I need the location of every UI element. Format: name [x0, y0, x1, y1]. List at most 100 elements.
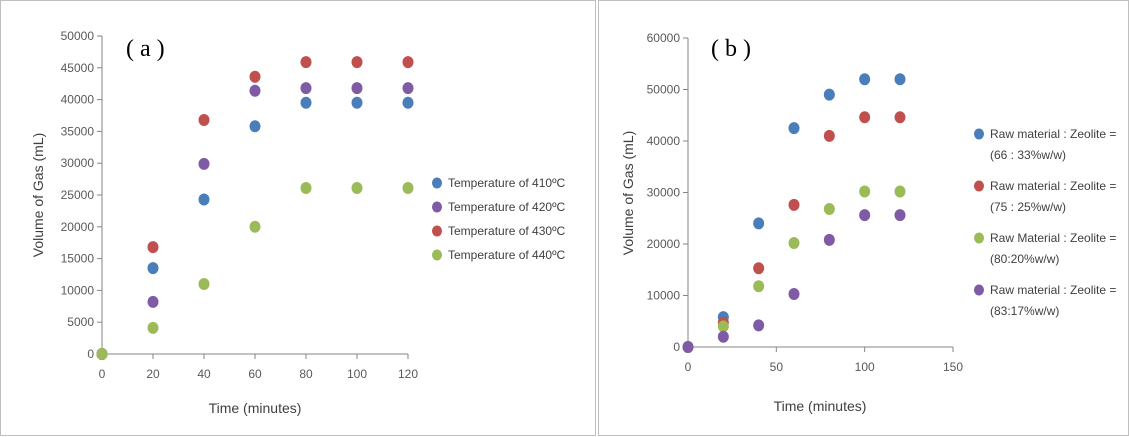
chart-a: 0 5000 10000 15000 20000 25000 30000 35000 40000…	[30, 29, 565, 416]
legend-label: Temperature of 430ºC	[448, 224, 565, 238]
data-point	[402, 56, 414, 69]
legend-label: (83:17%w/w)	[990, 304, 1059, 318]
data-point	[249, 70, 261, 83]
legend-label: (80:20%w/w)	[990, 252, 1059, 266]
y-tick-label: 50000	[61, 29, 95, 43]
data-point	[859, 185, 871, 198]
y-tick-label: 15000	[61, 252, 95, 266]
y-tick-label: 10000	[647, 289, 681, 303]
legend-label: Raw material : Zeolite =	[990, 283, 1116, 297]
panel-label: ( b )	[711, 36, 751, 62]
panel-label: ( a )	[126, 36, 165, 62]
data-point	[788, 287, 800, 300]
data-point	[300, 56, 312, 69]
chart-b: 0 10000 20000 30000 40000 50000 60000 0 50 100 150…	[620, 31, 1116, 414]
data-point	[147, 241, 159, 254]
legend-marker	[432, 177, 442, 189]
legend-marker	[432, 249, 442, 261]
data-point	[894, 209, 906, 222]
data-point	[198, 278, 210, 291]
y-tick-label: 60000	[647, 31, 681, 45]
x-tick-label: 150	[943, 360, 963, 374]
legend-label: Temperature of 410ºC	[448, 176, 565, 190]
y-axis-title: Volume of Gas (mL)	[30, 133, 46, 258]
data-point	[96, 348, 108, 360]
y-tick-label: 0	[87, 347, 94, 361]
y-tick-label: 40000	[61, 93, 95, 107]
data-point	[823, 233, 835, 246]
y-tick-label: 30000	[61, 156, 95, 170]
data-point	[147, 262, 159, 275]
data-point	[894, 185, 906, 198]
data-point	[717, 330, 729, 343]
data-point	[402, 182, 414, 195]
data-point	[823, 202, 835, 215]
data-point	[682, 341, 694, 353]
data-point	[198, 113, 210, 126]
legend-label: (75 : 25%w/w)	[990, 200, 1066, 214]
data-point	[147, 295, 159, 308]
x-tick-label: 100	[347, 367, 367, 381]
x-tick-label: 40	[197, 367, 211, 381]
x-tick-label: 80	[299, 367, 313, 381]
data-point	[351, 182, 363, 195]
x-axis-title: Time (minutes)	[209, 400, 302, 416]
data-point	[351, 56, 363, 69]
y-tick-label: 25000	[61, 188, 95, 202]
data-point	[753, 280, 765, 293]
data-point	[300, 182, 312, 195]
y-tick-label: 0	[673, 340, 680, 354]
data-point	[300, 96, 312, 109]
x-axis-title: Time (minutes)	[774, 398, 867, 414]
x-tick-label: 100	[855, 360, 875, 374]
data-point	[351, 96, 363, 109]
x-tick-label: 0	[685, 360, 692, 374]
legend-label: Temperature of 420ºC	[448, 200, 565, 214]
data-point	[249, 120, 261, 133]
legend-label: Raw Material : Zeolite =	[990, 231, 1116, 245]
data-point	[788, 236, 800, 249]
data-point	[894, 73, 906, 86]
data-point	[753, 319, 765, 332]
data-point	[198, 157, 210, 170]
x-tick-label: 120	[398, 367, 418, 381]
x-tick-label: 0	[99, 367, 106, 381]
data-point	[753, 217, 765, 230]
legend-marker	[432, 225, 442, 237]
y-tick-label: 10000	[61, 283, 95, 297]
legend-marker	[974, 232, 984, 244]
data-point	[823, 129, 835, 142]
x-tick-label: 60	[248, 367, 262, 381]
data-point	[147, 321, 159, 334]
data-point	[788, 122, 800, 135]
data-point	[198, 193, 210, 206]
chart-panel-a: 0 5000 10000 15000 20000 25000 30000 35000 40000…	[0, 0, 596, 436]
data-point	[753, 262, 765, 275]
data-point	[402, 82, 414, 95]
x-tick-label: 50	[770, 360, 784, 374]
legend-marker	[974, 284, 984, 296]
data-point	[859, 209, 871, 222]
x-tick-label: 20	[146, 367, 160, 381]
legend-label: Raw material : Zeolite =	[990, 179, 1116, 193]
legend-label: (66 : 33%w/w)	[990, 148, 1066, 162]
y-tick-label: 50000	[647, 83, 681, 97]
data-point	[859, 111, 871, 124]
chart-panel-b: 0 10000 20000 30000 40000 50000 60000 0 50 100 150…	[598, 0, 1129, 436]
y-tick-label: 20000	[647, 237, 681, 251]
data-point	[351, 82, 363, 95]
data-point	[894, 111, 906, 124]
y-tick-label: 20000	[61, 220, 95, 234]
data-point	[402, 96, 414, 109]
legend-marker	[432, 201, 442, 213]
y-tick-label: 30000	[647, 186, 681, 200]
legend-marker	[974, 128, 984, 140]
data-point	[249, 84, 261, 97]
data-point	[717, 320, 729, 333]
data-point	[823, 88, 835, 101]
y-tick-label: 5000	[67, 315, 94, 329]
y-tick-label: 45000	[61, 61, 95, 75]
data-point	[859, 73, 871, 86]
legend-marker	[974, 180, 984, 192]
data-point	[300, 82, 312, 95]
